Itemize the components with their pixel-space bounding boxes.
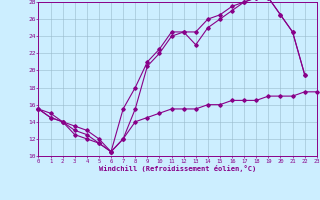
X-axis label: Windchill (Refroidissement éolien,°C): Windchill (Refroidissement éolien,°C): [99, 165, 256, 172]
